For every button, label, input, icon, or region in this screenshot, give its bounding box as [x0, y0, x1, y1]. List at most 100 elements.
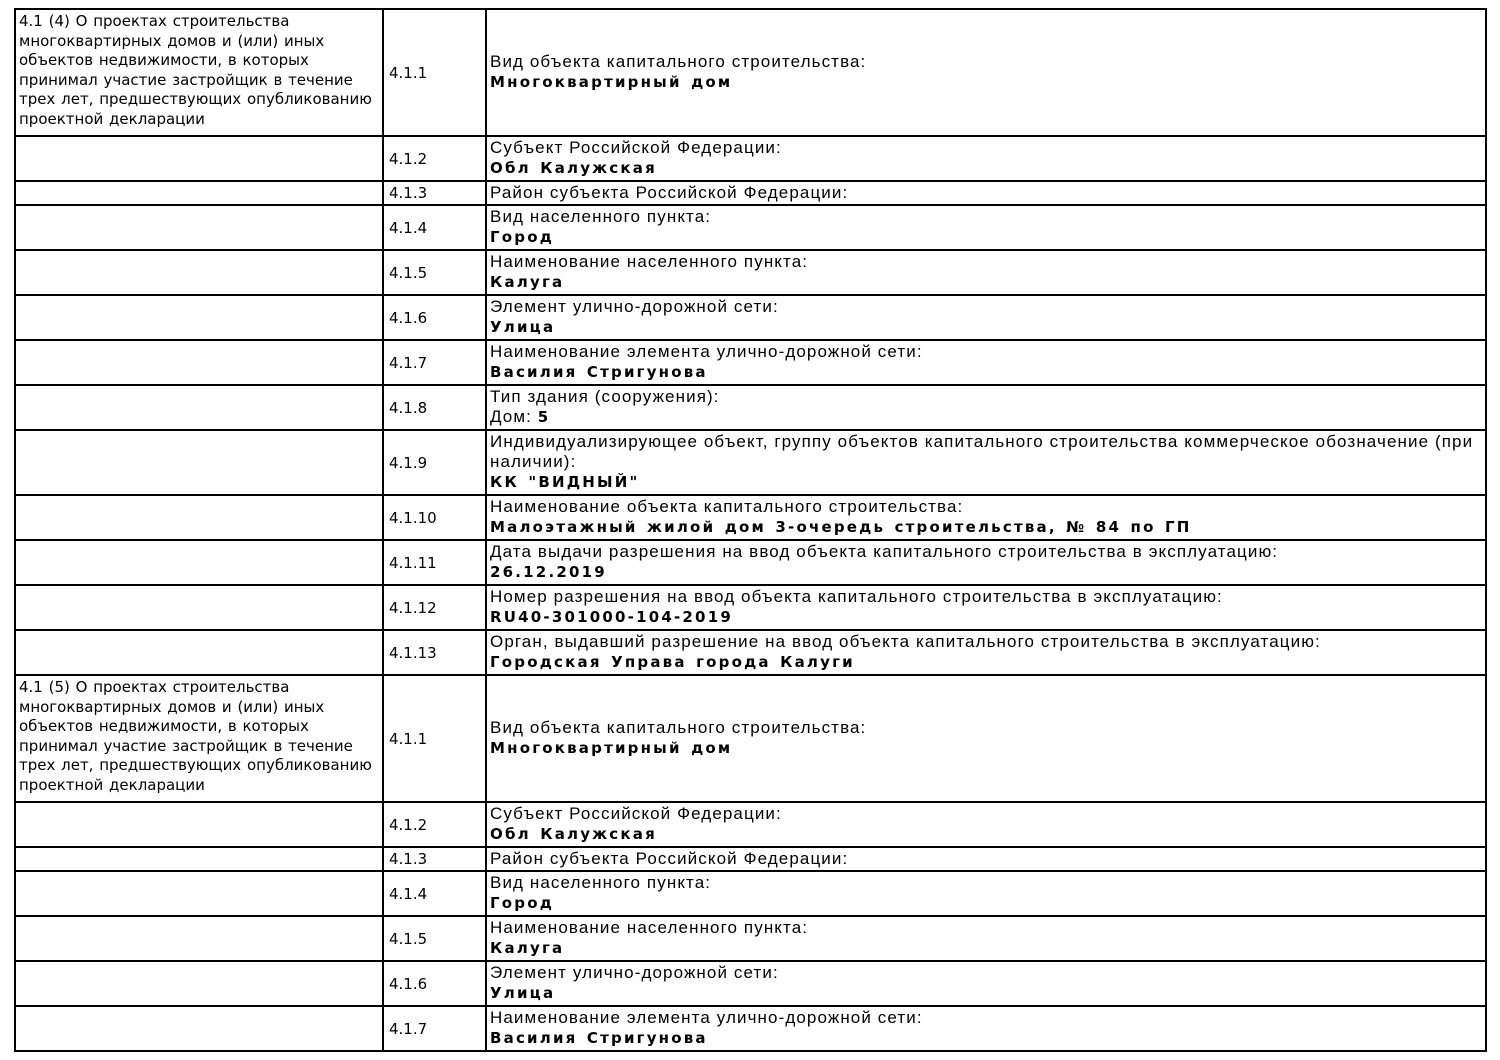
table-row: 4.1.13 Орган, выдавший разрешение на вво… [14, 629, 1487, 676]
table-row: 4.1.6 Элемент улично-дорожной сети: Улиц… [14, 960, 1487, 1007]
field-value-line: КК "ВИДНЫЙ" [490, 472, 1482, 493]
table-row: 4.1.4 Вид населенного пункта: Город [14, 204, 1487, 251]
field-label: Элемент улично-дорожной сети: [490, 963, 779, 982]
section-description-cell [14, 180, 384, 206]
table-row: 4.1.12 Номер разрешения на ввод объекта … [14, 584, 1487, 631]
row-code-cell: 4.1.11 [382, 539, 487, 586]
field-label: Наименование элемента улично-дорожной се… [490, 1008, 923, 1027]
field-cell: Наименование объекта капитального строит… [485, 494, 1487, 541]
field-value: Улица [490, 318, 556, 336]
table-row: 4.1.10 Наименование объекта капитального… [14, 494, 1487, 541]
row-code-cell: 4.1.1 [382, 674, 487, 803]
field-value-line: Город [490, 227, 1482, 248]
field-label: Вид населенного пункта: [490, 207, 712, 226]
field-value-line: Обл Калужская [490, 824, 1482, 845]
field-value: Обл Калужская [490, 159, 657, 177]
table-row: 4.1.8 Тип здания (сооружения): Дом: 5 [14, 384, 1487, 431]
row-code-cell: 4.1.2 [382, 135, 487, 182]
section-description-cell [14, 629, 384, 676]
field-value-line: Многоквартирный дом [490, 72, 1482, 93]
field-cell: Элемент улично-дорожной сети: Улица [485, 960, 1487, 1007]
table-row: 4.1.3 Район субъекта Российской Федераци… [14, 180, 1487, 206]
row-code-cell: 4.1.3 [382, 846, 487, 872]
field-value-line: Калуга [490, 938, 1482, 959]
table-body: 4.1 (4) О проектах строительства многокв… [14, 8, 1487, 1052]
section-description-cell [14, 539, 384, 586]
field-cell: Орган, выдавший разрешение на ввод объек… [485, 629, 1487, 676]
field-value-line: Городская Управа города Калуги [490, 652, 1482, 673]
row-code-cell: 4.1.6 [382, 960, 487, 1007]
row-code-cell: 4.1.8 [382, 384, 487, 431]
field-value-line: Калуга [490, 272, 1482, 293]
field-cell: Вид населенного пункта: Город [485, 204, 1487, 251]
row-code-cell: 4.1.5 [382, 249, 487, 296]
field-value-line: Василия Стригунова [490, 1028, 1482, 1049]
field-label: Наименование населенного пункта: [490, 918, 809, 937]
row-code-cell: 4.1.4 [382, 204, 487, 251]
field-label: Орган, выдавший разрешение на ввод объек… [490, 632, 1321, 651]
table-row: 4.1 (4) О проектах строительства многокв… [14, 8, 1487, 137]
field-value: Улица [490, 984, 556, 1002]
field-label: Вид населенного пункта: [490, 873, 712, 892]
field-cell: Наименование населенного пункта: Калуга [485, 915, 1487, 962]
row-code-cell: 4.1.1 [382, 8, 487, 137]
table-row: 4.1.2 Субъект Российской Федерации: Обл … [14, 801, 1487, 848]
field-value: Город [490, 228, 555, 246]
field-value-line: Улица [490, 983, 1482, 1004]
row-code-cell: 4.1.10 [382, 494, 487, 541]
field-cell: Субъект Российской Федерации: Обл Калужс… [485, 135, 1487, 182]
field-value-line: RU40-301000-104-2019 [490, 607, 1482, 628]
field-label: Субъект Российской Федерации: [490, 138, 782, 157]
field-value-prefix: Дом: [490, 407, 538, 426]
field-cell: Дата выдачи разрешения на ввод объекта к… [485, 539, 1487, 586]
row-code-cell: 4.1.9 [382, 429, 487, 496]
section-description-cell [14, 339, 384, 386]
field-value-line: Малоэтажный жилой дом 3-очередь строител… [490, 517, 1482, 538]
row-code-cell: 4.1.7 [382, 1005, 487, 1052]
table-row: 4.1.6 Элемент улично-дорожной сети: Улиц… [14, 294, 1487, 341]
section-description-cell [14, 249, 384, 296]
table-row: 4.1.5 Наименование населенного пункта: К… [14, 249, 1487, 296]
table-row: 4.1.7 Наименование элемента улично-дорож… [14, 339, 1487, 386]
field-value-line: Многоквартирный дом [490, 738, 1482, 759]
field-cell: Элемент улично-дорожной сети: Улица [485, 294, 1487, 341]
row-code-cell: 4.1.5 [382, 915, 487, 962]
field-value: Город [490, 894, 555, 912]
section-description-cell [14, 1005, 384, 1052]
section-description-cell [14, 384, 384, 431]
section-description-cell [14, 870, 384, 917]
field-cell: Наименование населенного пункта: Калуга [485, 249, 1487, 296]
field-label: Субъект Российской Федерации: [490, 804, 782, 823]
table-row: 4.1.11 Дата выдачи разрешения на ввод об… [14, 539, 1487, 586]
section-description-cell [14, 915, 384, 962]
field-cell: Наименование элемента улично-дорожной се… [485, 1005, 1487, 1052]
table-row: 4.1.2 Субъект Российской Федерации: Обл … [14, 135, 1487, 182]
field-label: Вид объекта капитального строительства: [490, 52, 867, 71]
field-value-line: Улица [490, 317, 1482, 338]
field-value: Многоквартирный дом [490, 739, 733, 757]
project-declaration-table: 4.1 (4) О проектах строительства многокв… [14, 8, 1487, 1052]
field-label: Наименование объекта капитального строит… [490, 497, 964, 516]
section-description-cell: 4.1 (4) О проектах строительства многокв… [14, 8, 384, 137]
field-value-line: 26.12.2019 [490, 562, 1482, 583]
field-cell: Номер разрешения на ввод объекта капитал… [485, 584, 1487, 631]
table-row: 4.1.4 Вид населенного пункта: Город [14, 870, 1487, 917]
field-cell: Район субъекта Российской Федерации: [485, 846, 1487, 872]
field-label: Наименование элемента улично-дорожной се… [490, 342, 923, 361]
field-label: Номер разрешения на ввод объекта капитал… [490, 587, 1223, 606]
section-description-cell [14, 204, 384, 251]
field-value: Обл Калужская [490, 825, 657, 843]
field-cell: Тип здания (сооружения): Дом: 5 [485, 384, 1487, 431]
field-value-line: Город [490, 893, 1482, 914]
section-description-cell [14, 801, 384, 848]
table-row: 4.1 (5) О проектах строительства многокв… [14, 674, 1487, 803]
field-cell: Вид населенного пункта: Город [485, 870, 1487, 917]
field-label: Индивидуализирующее объект, группу объек… [490, 432, 1474, 471]
field-label: Район субъекта Российской Федерации: [490, 849, 849, 868]
field-value: Калуга [490, 939, 565, 957]
field-cell: Район субъекта Российской Федерации: [485, 180, 1487, 206]
field-value: 5 [537, 408, 551, 426]
section-description-cell [14, 294, 384, 341]
field-cell: Индивидуализирующее объект, группу объек… [485, 429, 1487, 496]
row-code-cell: 4.1.13 [382, 629, 487, 676]
